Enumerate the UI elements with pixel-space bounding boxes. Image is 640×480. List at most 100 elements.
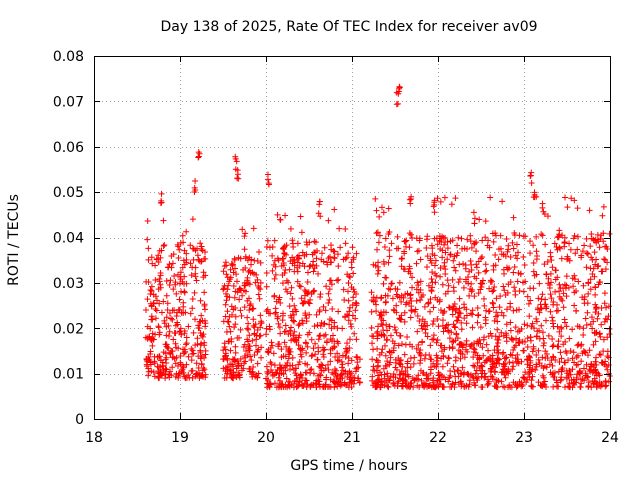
data-point <box>417 278 424 285</box>
data-point <box>174 241 181 248</box>
data-point <box>315 348 322 355</box>
data-point <box>434 315 441 322</box>
data-point <box>446 335 453 342</box>
data-point <box>331 344 338 351</box>
data-point <box>173 344 180 351</box>
data-point <box>496 304 503 311</box>
data-point <box>530 268 537 275</box>
data-point <box>169 260 176 267</box>
data-point <box>469 324 476 331</box>
data-point <box>381 243 388 250</box>
data-point <box>602 266 609 273</box>
data-point <box>369 373 376 380</box>
data-point <box>600 238 607 245</box>
data-point <box>161 317 168 324</box>
data-point <box>430 304 437 311</box>
data-point <box>504 306 511 313</box>
data-point <box>441 241 448 248</box>
data-point <box>549 335 556 342</box>
data-point <box>528 377 535 384</box>
data-point <box>194 335 201 342</box>
data-point <box>381 382 388 389</box>
data-point <box>467 238 474 245</box>
data-point <box>242 265 249 272</box>
data-point <box>346 336 353 343</box>
data-point <box>462 346 469 353</box>
data-point <box>547 270 554 277</box>
data-point <box>430 318 437 325</box>
data-point <box>442 324 449 331</box>
data-point <box>592 358 599 365</box>
data-point <box>483 357 490 364</box>
data-point <box>381 332 388 339</box>
data-point <box>232 313 239 320</box>
data-point <box>511 264 518 271</box>
data-point <box>509 239 516 246</box>
data-point <box>346 304 353 311</box>
data-point <box>335 308 342 315</box>
data-point <box>490 266 497 273</box>
data-point <box>587 276 594 283</box>
data-point <box>593 256 600 263</box>
data-point <box>234 171 241 178</box>
data-point <box>558 324 565 331</box>
data-point <box>323 283 330 290</box>
data-point <box>250 225 257 232</box>
data-point <box>170 336 177 343</box>
data-point <box>533 318 540 325</box>
data-point <box>285 279 292 286</box>
data-point <box>429 250 436 257</box>
data-point <box>376 376 383 383</box>
data-point <box>507 278 514 285</box>
data-point <box>503 321 510 328</box>
data-point <box>297 213 304 220</box>
data-point <box>289 295 296 302</box>
data-point <box>467 286 474 293</box>
data-point <box>192 177 199 184</box>
data-point <box>277 216 284 223</box>
data-point <box>235 369 242 376</box>
data-point <box>500 251 507 258</box>
data-point <box>224 318 231 325</box>
data-point <box>415 282 422 289</box>
data-point <box>593 361 600 368</box>
data-point <box>192 270 199 277</box>
data-point <box>299 249 306 256</box>
data-point <box>476 356 483 363</box>
data-point <box>227 347 234 354</box>
data-point <box>487 279 494 286</box>
data-point <box>408 297 415 304</box>
data-point <box>258 319 265 326</box>
data-point <box>468 261 475 268</box>
data-point <box>155 258 162 265</box>
data-point <box>535 356 542 363</box>
data-point <box>439 317 446 324</box>
data-point <box>272 271 279 278</box>
data-point <box>291 337 298 344</box>
data-point <box>525 352 532 359</box>
data-point <box>348 259 355 266</box>
data-point <box>295 342 302 349</box>
data-point <box>433 272 440 279</box>
data-point <box>398 340 405 347</box>
data-point <box>222 290 229 297</box>
data-point <box>491 317 498 324</box>
data-point <box>326 286 333 293</box>
data-point <box>244 325 251 332</box>
data-point <box>283 242 290 249</box>
data-point <box>584 300 591 307</box>
data-point <box>224 308 231 315</box>
data-point <box>334 251 341 258</box>
data-point <box>566 380 573 387</box>
data-point <box>168 252 175 259</box>
data-point <box>385 205 392 212</box>
data-point <box>407 295 414 302</box>
data-point <box>413 297 420 304</box>
data-point <box>563 367 570 374</box>
data-point <box>192 247 199 254</box>
data-point <box>541 340 548 347</box>
data-point <box>553 383 560 390</box>
data-point <box>399 255 406 262</box>
data-point <box>291 328 298 335</box>
data-point <box>172 281 179 288</box>
